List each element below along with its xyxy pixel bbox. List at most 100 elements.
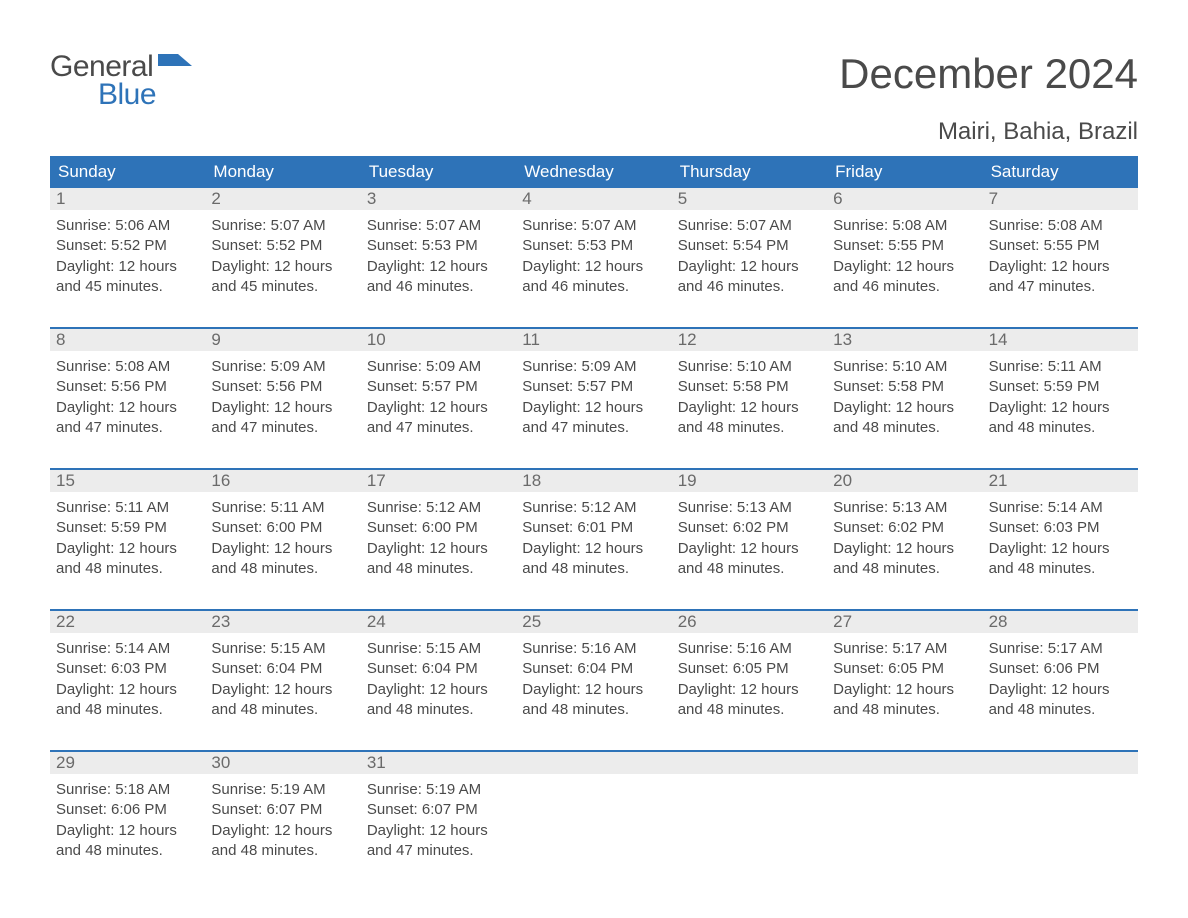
calendar-cell: 29Sunrise: 5:18 AMSunset: 6:06 PMDayligh… xyxy=(50,752,205,867)
calendar-cell: 11 Sunrise: 5:09 AMSunset: 5:57 PMDayligh… xyxy=(516,329,671,444)
calendar-cell: 21Sunrise: 5:14 AMSunset: 6:03 PMDayligh… xyxy=(983,470,1138,585)
cell-body: Sunrise: 5:08 AMSunset: 5:56 PMDaylight:… xyxy=(50,351,205,444)
calendar-cell: 18 Sunrise: 5:12 AMSunset: 6:01 PMDayligh… xyxy=(516,470,671,585)
cell-body: Sunrise: 5:19 AMSunset: 6:07 PMDaylight:… xyxy=(361,774,516,867)
cell-line-daylight2: and 48 minutes. xyxy=(678,418,821,438)
calendar-cell: 8Sunrise: 5:08 AMSunset: 5:56 PMDaylight… xyxy=(50,329,205,444)
cell-line-sunrise: Sunrise: 5:18 AM xyxy=(56,780,199,800)
cell-line-daylight2: and 48 minutes. xyxy=(211,700,354,720)
cell-line-sunrise: Sunrise: 5:09 AM xyxy=(522,357,665,377)
date-number: 14 xyxy=(989,330,1008,349)
cell-line-daylight2: and 48 minutes. xyxy=(833,700,976,720)
logo: General Blue xyxy=(50,50,192,112)
date-strip: 5 xyxy=(672,188,827,210)
cell-line-daylight1: Daylight: 12 hours xyxy=(522,398,665,418)
cell-line-sunrise: Sunrise: 5:11 AM xyxy=(56,498,199,518)
header: General Blue December 2024 xyxy=(50,50,1138,112)
cell-body: Sunrise: 5:15 AMSunset: 6:04 PMDaylight:… xyxy=(361,633,516,726)
cell-body: Sunrise: 5:13 AMSunset: 6:02 PMDaylight:… xyxy=(672,492,827,585)
cell-line-sunset: Sunset: 5:54 PM xyxy=(678,236,821,256)
cell-line-sunrise: Sunrise: 5:17 AM xyxy=(833,639,976,659)
cell-line-sunrise: Sunrise: 5:10 AM xyxy=(678,357,821,377)
cell-line-daylight1: Daylight: 12 hours xyxy=(522,680,665,700)
cell-line-sunset: Sunset: 6:02 PM xyxy=(833,518,976,538)
cell-line-sunrise: Sunrise: 5:08 AM xyxy=(989,216,1132,236)
date-number: 13 xyxy=(833,330,852,349)
cell-line-sunrise: Sunrise: 5:15 AM xyxy=(211,639,354,659)
date-number: 3 xyxy=(367,189,376,208)
cell-line-sunset: Sunset: 5:53 PM xyxy=(522,236,665,256)
week-row: 29Sunrise: 5:18 AMSunset: 6:06 PMDayligh… xyxy=(50,750,1138,867)
cell-line-daylight2: and 48 minutes. xyxy=(833,418,976,438)
date-strip: 17 xyxy=(361,470,516,492)
cell-line-sunrise: Sunrise: 5:08 AM xyxy=(56,357,199,377)
cell-body: Sunrise: 5:06 AMSunset: 5:52 PMDaylight:… xyxy=(50,210,205,303)
date-number: 10 xyxy=(367,330,386,349)
cell-line-sunrise: Sunrise: 5:11 AM xyxy=(989,357,1132,377)
date-number: 12 xyxy=(678,330,697,349)
calendar-cell: 5 Sunrise: 5:07 AMSunset: 5:54 PMDaylight… xyxy=(672,188,827,303)
cell-line-daylight1: Daylight: 12 hours xyxy=(989,680,1132,700)
cell-body: Sunrise: 5:07 AMSunset: 5:52 PMDaylight:… xyxy=(205,210,360,303)
cell-line-daylight2: and 46 minutes. xyxy=(367,277,510,297)
day-header: Wednesday xyxy=(516,156,671,188)
cell-body: Sunrise: 5:07 AMSunset: 5:54 PMDaylight:… xyxy=(672,210,827,303)
day-header: Sunday xyxy=(50,156,205,188)
cell-line-daylight1: Daylight: 12 hours xyxy=(367,539,510,559)
calendar-cell: 6Sunrise: 5:08 AMSunset: 5:55 PMDaylight… xyxy=(827,188,982,303)
date-strip: 11 xyxy=(516,329,671,351)
date-number: 5 xyxy=(678,189,687,208)
calendar-cell: 16Sunrise: 5:11 AMSunset: 6:00 PMDayligh… xyxy=(205,470,360,585)
calendar-cell: 28Sunrise: 5:17 AMSunset: 6:06 PMDayligh… xyxy=(983,611,1138,726)
cell-line-sunset: Sunset: 6:03 PM xyxy=(56,659,199,679)
cell-line-daylight2: and 46 minutes. xyxy=(522,277,665,297)
cell-line-sunset: Sunset: 5:52 PM xyxy=(211,236,354,256)
cell-line-sunset: Sunset: 6:03 PM xyxy=(989,518,1132,538)
cell-line-daylight1: Daylight: 12 hours xyxy=(367,821,510,841)
cell-body: Sunrise: 5:12 AMSunset: 6:01 PMDaylight:… xyxy=(516,492,671,585)
cell-line-daylight2: and 45 minutes. xyxy=(56,277,199,297)
cell-line-daylight1: Daylight: 12 hours xyxy=(833,680,976,700)
calendar-cell: 3Sunrise: 5:07 AMSunset: 5:53 PMDaylight… xyxy=(361,188,516,303)
cell-body: Sunrise: 5:18 AMSunset: 6:06 PMDaylight:… xyxy=(50,774,205,867)
cell-body: Sunrise: 5:11 AMSunset: 5:59 PMDaylight:… xyxy=(50,492,205,585)
day-header: Thursday xyxy=(672,156,827,188)
day-header-row: SundayMondayTuesdayWednesdayThursdayFrid… xyxy=(50,156,1138,188)
date-strip: . xyxy=(983,752,1138,774)
cell-line-daylight1: Daylight: 12 hours xyxy=(211,257,354,277)
cell-line-sunset: Sunset: 5:57 PM xyxy=(367,377,510,397)
cell-body: Sunrise: 5:12 AMSunset: 6:00 PMDaylight:… xyxy=(361,492,516,585)
cell-line-daylight1: Daylight: 12 hours xyxy=(367,680,510,700)
cell-line-sunset: Sunset: 5:55 PM xyxy=(833,236,976,256)
cell-line-sunset: Sunset: 6:00 PM xyxy=(367,518,510,538)
date-number: 25 xyxy=(522,612,541,631)
cell-line-daylight2: and 48 minutes. xyxy=(367,700,510,720)
cell-line-daylight1: Daylight: 12 hours xyxy=(56,821,199,841)
week-row: 22Sunrise: 5:14 AMSunset: 6:03 PMDayligh… xyxy=(50,609,1138,726)
cell-line-sunset: Sunset: 6:00 PM xyxy=(211,518,354,538)
week-row: 1Sunrise: 5:06 AMSunset: 5:52 PMDaylight… xyxy=(50,188,1138,303)
date-number: 23 xyxy=(211,612,230,631)
cell-body: Sunrise: 5:10 AMSunset: 5:58 PMDaylight:… xyxy=(672,351,827,444)
cell-line-daylight2: and 48 minutes. xyxy=(211,841,354,861)
cell-line-sunrise: Sunrise: 5:10 AM xyxy=(833,357,976,377)
date-number: 18 xyxy=(522,471,541,490)
cell-line-daylight1: Daylight: 12 hours xyxy=(211,398,354,418)
date-number: 19 xyxy=(678,471,697,490)
cell-line-sunset: Sunset: 6:01 PM xyxy=(522,518,665,538)
cell-line-daylight2: and 47 minutes. xyxy=(522,418,665,438)
calendar-cell: 20Sunrise: 5:13 AMSunset: 6:02 PMDayligh… xyxy=(827,470,982,585)
date-strip: 13 xyxy=(827,329,982,351)
cell-line-sunset: Sunset: 6:02 PM xyxy=(678,518,821,538)
date-strip: 24 xyxy=(361,611,516,633)
date-strip: 15 xyxy=(50,470,205,492)
calendar-cell: 13Sunrise: 5:10 AMSunset: 5:58 PMDayligh… xyxy=(827,329,982,444)
cell-line-daylight1: Daylight: 12 hours xyxy=(833,257,976,277)
cell-line-sunset: Sunset: 5:57 PM xyxy=(522,377,665,397)
cell-line-sunset: Sunset: 6:04 PM xyxy=(522,659,665,679)
weeks-container: 1Sunrise: 5:06 AMSunset: 5:52 PMDaylight… xyxy=(50,188,1138,867)
cell-line-daylight2: and 48 minutes. xyxy=(56,841,199,861)
cell-line-daylight2: and 47 minutes. xyxy=(367,418,510,438)
cell-line-daylight1: Daylight: 12 hours xyxy=(678,539,821,559)
date-strip: 19 xyxy=(672,470,827,492)
